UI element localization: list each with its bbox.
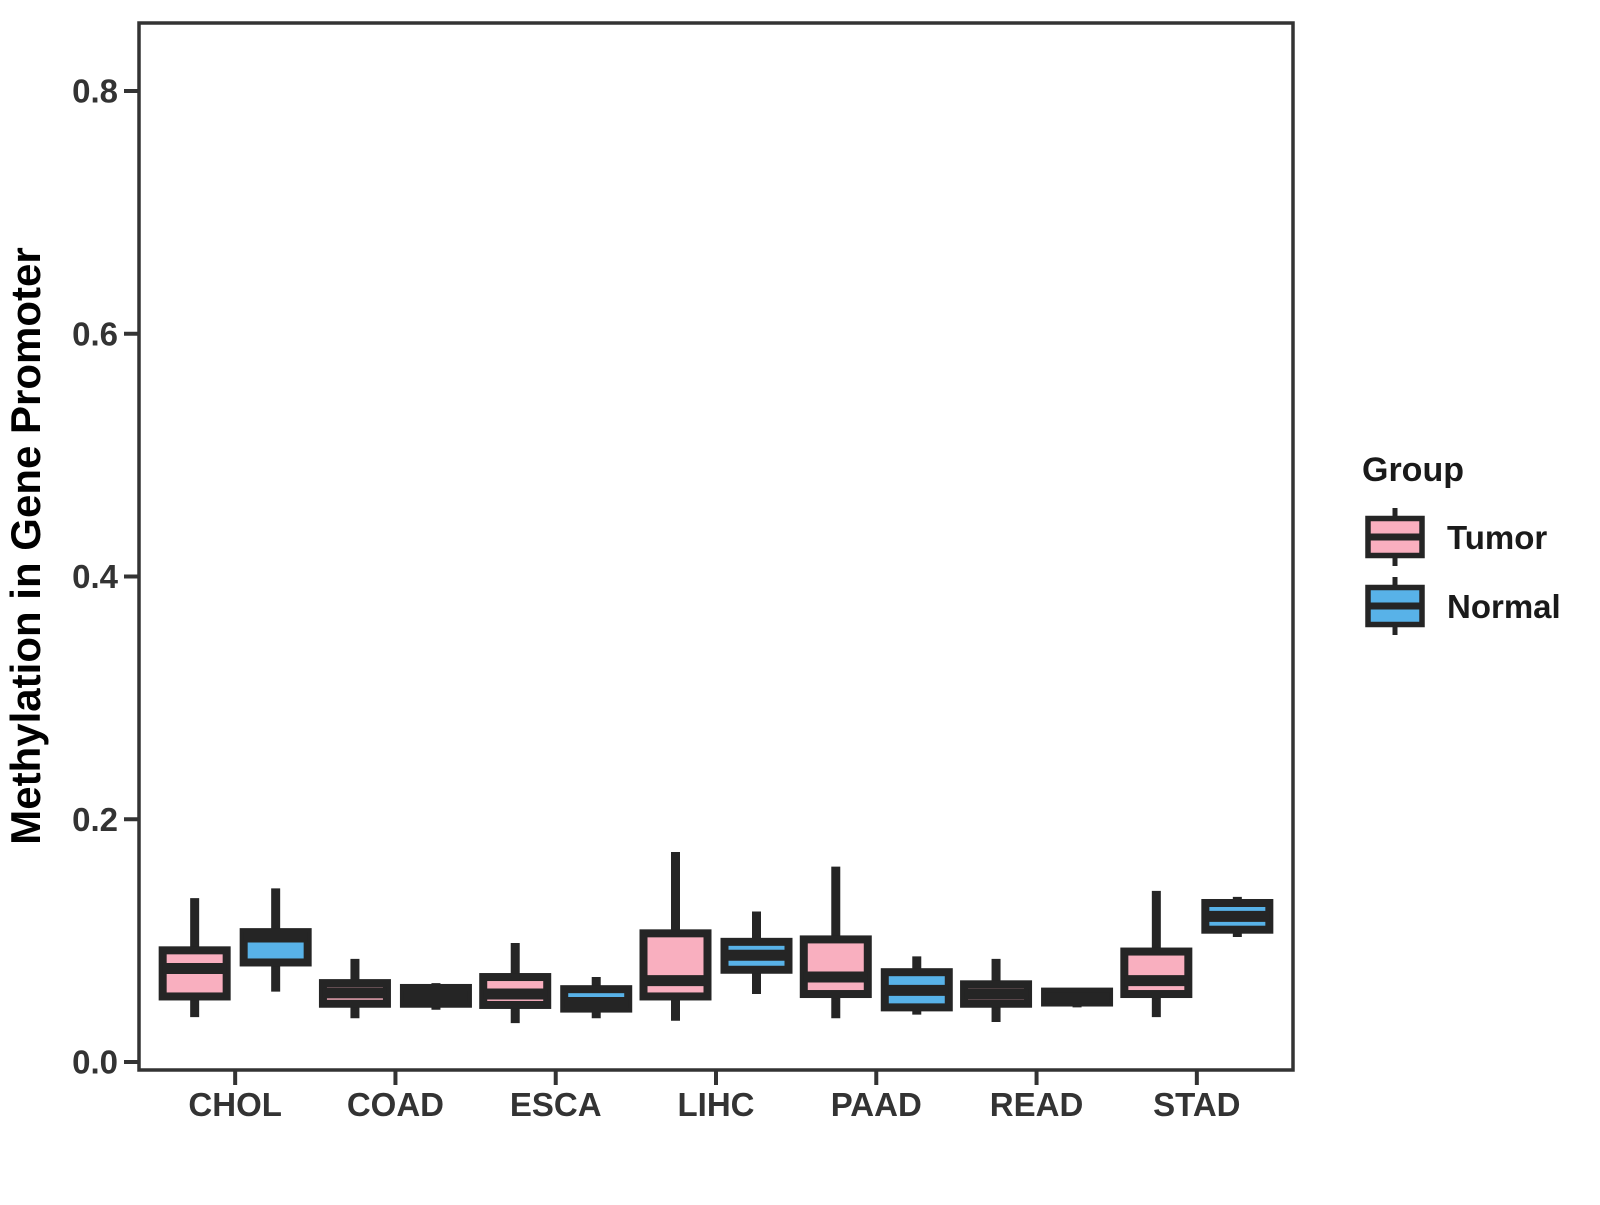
box-iqr bbox=[1120, 947, 1193, 999]
y-tick-label: 0.8 bbox=[72, 73, 118, 110]
boxplot-PAAD-normal bbox=[880, 956, 953, 1015]
boxplot-READ-normal bbox=[1041, 987, 1114, 1008]
boxplot-ESCA-normal bbox=[560, 977, 633, 1019]
boxplot-ESCA-tumor bbox=[479, 943, 552, 1024]
boxplot-PAAD-tumor bbox=[799, 866, 872, 1019]
y-tick-label: 0.2 bbox=[72, 801, 118, 838]
plot-layer bbox=[158, 852, 1274, 1024]
x-category-label: ESCA bbox=[510, 1086, 602, 1123]
legend-label-normal: Normal bbox=[1447, 588, 1561, 625]
y-tick-label: 0.6 bbox=[72, 315, 118, 352]
panel-border bbox=[137, 21, 1295, 1072]
boxplot-CHOL-tumor bbox=[158, 898, 231, 1018]
legend-key-tumor bbox=[1365, 508, 1425, 566]
boxplot-READ-tumor bbox=[960, 958, 1033, 1022]
legend-label-tumor: Tumor bbox=[1447, 519, 1547, 556]
x-category-label: READ bbox=[990, 1086, 1084, 1123]
x-category-label: STAD bbox=[1153, 1086, 1240, 1123]
y-tick-label: 0.0 bbox=[72, 1044, 118, 1081]
box-iqr bbox=[799, 935, 872, 999]
boxplot-COAD-normal bbox=[399, 983, 472, 1010]
y-tick-label: 0.4 bbox=[72, 558, 119, 595]
x-category-label: LIHC bbox=[678, 1086, 755, 1123]
axes-layer: 0.0 0.2 0.4 0.6 0.8 CHOL COAD ESCA LIHC PAAD READ S… bbox=[72, 73, 1240, 1124]
boxplot-LIHC-tumor bbox=[639, 852, 712, 1021]
boxplot-CHOL-normal bbox=[239, 888, 312, 992]
legend: Group Tumor Normal bbox=[1362, 451, 1561, 635]
boxplot-STAD-normal bbox=[1201, 896, 1274, 937]
x-category-label: COAD bbox=[347, 1086, 444, 1123]
box-iqr bbox=[639, 929, 712, 1001]
boxplot-LIHC-normal bbox=[720, 911, 793, 995]
legend-title: Group bbox=[1362, 451, 1464, 489]
legend-key-normal bbox=[1365, 577, 1425, 635]
x-category-label: CHOL bbox=[188, 1086, 282, 1123]
legend-keys bbox=[1365, 508, 1425, 635]
x-category-label: PAAD bbox=[831, 1086, 922, 1123]
boxplot-COAD-tumor bbox=[318, 958, 391, 1019]
y-axis-title: Methylation in Gene Promoter bbox=[2, 247, 49, 844]
boxplot-STAD-tumor bbox=[1120, 890, 1193, 1018]
